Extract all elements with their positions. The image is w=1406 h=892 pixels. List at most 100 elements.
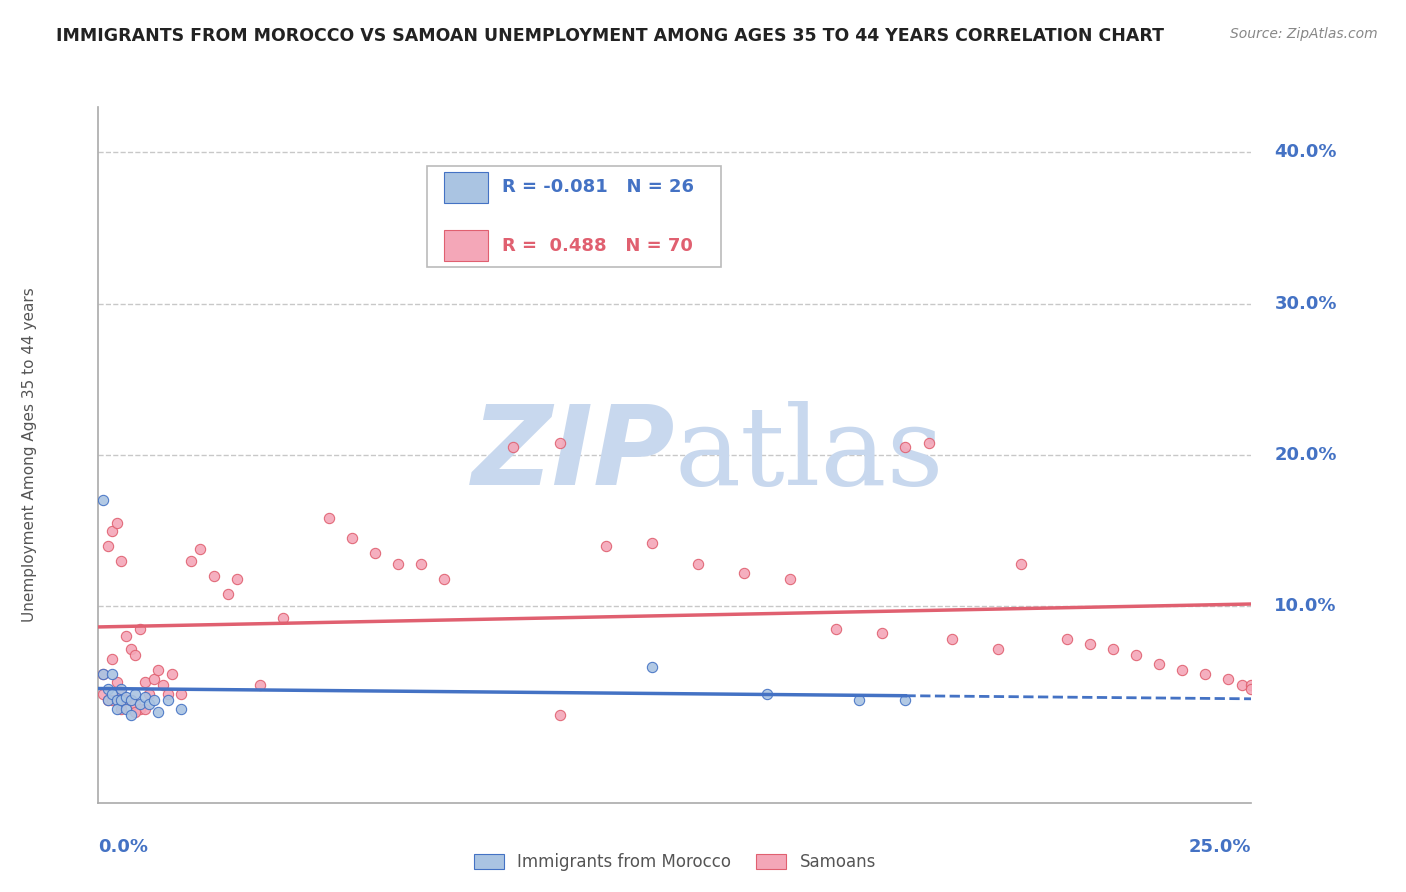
Point bbox=[848, 693, 870, 707]
Point bbox=[110, 682, 132, 697]
Text: Source: ZipAtlas.com: Source: ZipAtlas.com bbox=[1230, 27, 1378, 41]
Point bbox=[686, 557, 709, 571]
Point bbox=[97, 539, 120, 553]
Point bbox=[779, 572, 801, 586]
Point bbox=[110, 693, 132, 707]
Point bbox=[387, 557, 409, 571]
Point bbox=[148, 705, 170, 719]
Point bbox=[1194, 667, 1216, 681]
Point bbox=[97, 693, 120, 707]
Text: atlas: atlas bbox=[675, 401, 945, 508]
Point bbox=[1078, 637, 1101, 651]
Point bbox=[105, 702, 128, 716]
Point bbox=[134, 690, 156, 704]
Point bbox=[142, 672, 165, 686]
Point bbox=[124, 698, 146, 712]
Point bbox=[1010, 557, 1032, 571]
Text: 0.0%: 0.0% bbox=[98, 838, 149, 855]
Text: ZIP: ZIP bbox=[471, 401, 675, 508]
Point bbox=[756, 687, 779, 701]
Point bbox=[91, 493, 114, 508]
Point bbox=[148, 663, 170, 677]
Point bbox=[1147, 657, 1170, 671]
Point bbox=[1218, 672, 1240, 686]
Point bbox=[217, 587, 239, 601]
Point bbox=[105, 674, 128, 689]
Point bbox=[124, 648, 146, 662]
Text: R =  0.488   N = 70: R = 0.488 N = 70 bbox=[502, 237, 693, 255]
Text: 20.0%: 20.0% bbox=[1274, 446, 1337, 464]
Point bbox=[115, 693, 138, 707]
Point bbox=[894, 693, 917, 707]
Point bbox=[1240, 678, 1263, 692]
Point bbox=[170, 702, 193, 716]
Point bbox=[917, 435, 939, 450]
Point bbox=[1056, 632, 1078, 647]
Point bbox=[595, 539, 617, 553]
Point bbox=[115, 629, 138, 643]
Text: 25.0%: 25.0% bbox=[1189, 838, 1251, 855]
Point bbox=[249, 678, 271, 692]
Point bbox=[548, 435, 571, 450]
FancyBboxPatch shape bbox=[444, 230, 488, 261]
Point bbox=[825, 622, 848, 636]
Point bbox=[1171, 663, 1194, 677]
Point bbox=[170, 687, 193, 701]
Point bbox=[101, 667, 124, 681]
Point bbox=[202, 569, 225, 583]
Point bbox=[134, 674, 156, 689]
Point bbox=[318, 511, 340, 525]
Point bbox=[91, 667, 114, 681]
Point bbox=[1240, 682, 1263, 697]
Point bbox=[142, 693, 165, 707]
Point bbox=[124, 687, 146, 701]
Text: R = -0.081   N = 26: R = -0.081 N = 26 bbox=[502, 178, 695, 196]
Text: 40.0%: 40.0% bbox=[1274, 144, 1337, 161]
Point bbox=[479, 191, 502, 205]
FancyBboxPatch shape bbox=[427, 166, 721, 267]
Point bbox=[1125, 648, 1147, 662]
Point bbox=[411, 557, 433, 571]
Point bbox=[188, 541, 211, 556]
Point bbox=[105, 693, 128, 707]
Point bbox=[110, 687, 132, 701]
Legend: Immigrants from Morocco, Samoans: Immigrants from Morocco, Samoans bbox=[467, 847, 883, 878]
Point bbox=[110, 702, 132, 716]
Point bbox=[120, 693, 142, 707]
Point bbox=[120, 693, 142, 707]
Point bbox=[105, 516, 128, 530]
Point bbox=[124, 705, 146, 719]
Point bbox=[152, 678, 174, 692]
Point bbox=[225, 572, 247, 586]
Point bbox=[433, 572, 456, 586]
Point bbox=[91, 687, 114, 701]
Point bbox=[941, 632, 963, 647]
Point bbox=[894, 441, 917, 455]
Point bbox=[110, 554, 132, 568]
Point bbox=[138, 687, 160, 701]
Point bbox=[156, 693, 179, 707]
Point bbox=[97, 682, 120, 697]
Point bbox=[101, 693, 124, 707]
Point bbox=[101, 524, 124, 538]
Point bbox=[97, 693, 120, 707]
Text: 10.0%: 10.0% bbox=[1274, 597, 1337, 615]
Point bbox=[641, 535, 664, 549]
Text: IMMIGRANTS FROM MOROCCO VS SAMOAN UNEMPLOYMENT AMONG AGES 35 TO 44 YEARS CORRELA: IMMIGRANTS FROM MOROCCO VS SAMOAN UNEMPL… bbox=[56, 27, 1164, 45]
Point bbox=[733, 566, 755, 580]
Text: 30.0%: 30.0% bbox=[1274, 294, 1337, 313]
Point bbox=[115, 702, 138, 716]
Point bbox=[548, 708, 571, 723]
Point bbox=[340, 531, 363, 545]
Point bbox=[872, 626, 894, 640]
Point bbox=[271, 611, 294, 625]
Point bbox=[160, 667, 183, 681]
Point bbox=[120, 708, 142, 723]
Point bbox=[156, 687, 179, 701]
Point bbox=[129, 702, 152, 716]
Point bbox=[502, 441, 524, 455]
Point bbox=[1102, 641, 1125, 656]
Point bbox=[180, 554, 202, 568]
Point bbox=[129, 698, 152, 712]
Point bbox=[101, 652, 124, 666]
